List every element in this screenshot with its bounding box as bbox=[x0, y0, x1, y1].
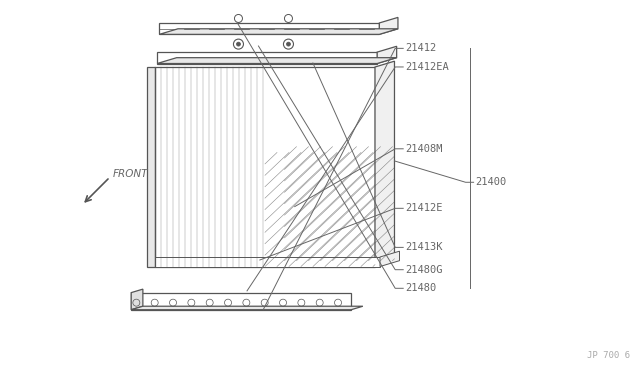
Polygon shape bbox=[157, 58, 397, 64]
Polygon shape bbox=[380, 17, 398, 34]
Text: 21480G: 21480G bbox=[405, 265, 443, 275]
Polygon shape bbox=[150, 257, 380, 266]
Polygon shape bbox=[375, 61, 394, 266]
Text: JP 700 6: JP 700 6 bbox=[587, 351, 630, 360]
Polygon shape bbox=[159, 29, 398, 34]
Text: 21408M: 21408M bbox=[405, 144, 443, 154]
Text: 21400: 21400 bbox=[476, 177, 507, 187]
Polygon shape bbox=[159, 23, 380, 34]
Polygon shape bbox=[377, 46, 397, 64]
Polygon shape bbox=[157, 52, 377, 64]
Polygon shape bbox=[131, 293, 351, 310]
Polygon shape bbox=[131, 289, 143, 310]
Polygon shape bbox=[155, 261, 394, 266]
Polygon shape bbox=[380, 251, 399, 266]
Text: FRONT: FRONT bbox=[113, 169, 148, 179]
Polygon shape bbox=[155, 67, 375, 266]
Circle shape bbox=[287, 42, 291, 46]
Polygon shape bbox=[147, 67, 155, 266]
Text: 21412E: 21412E bbox=[405, 203, 443, 213]
Circle shape bbox=[236, 42, 241, 46]
Polygon shape bbox=[131, 306, 363, 310]
Text: 21480: 21480 bbox=[405, 283, 436, 293]
Text: 21412EA: 21412EA bbox=[405, 62, 449, 72]
Text: 21413K: 21413K bbox=[405, 243, 443, 252]
Text: 21412: 21412 bbox=[405, 44, 436, 53]
